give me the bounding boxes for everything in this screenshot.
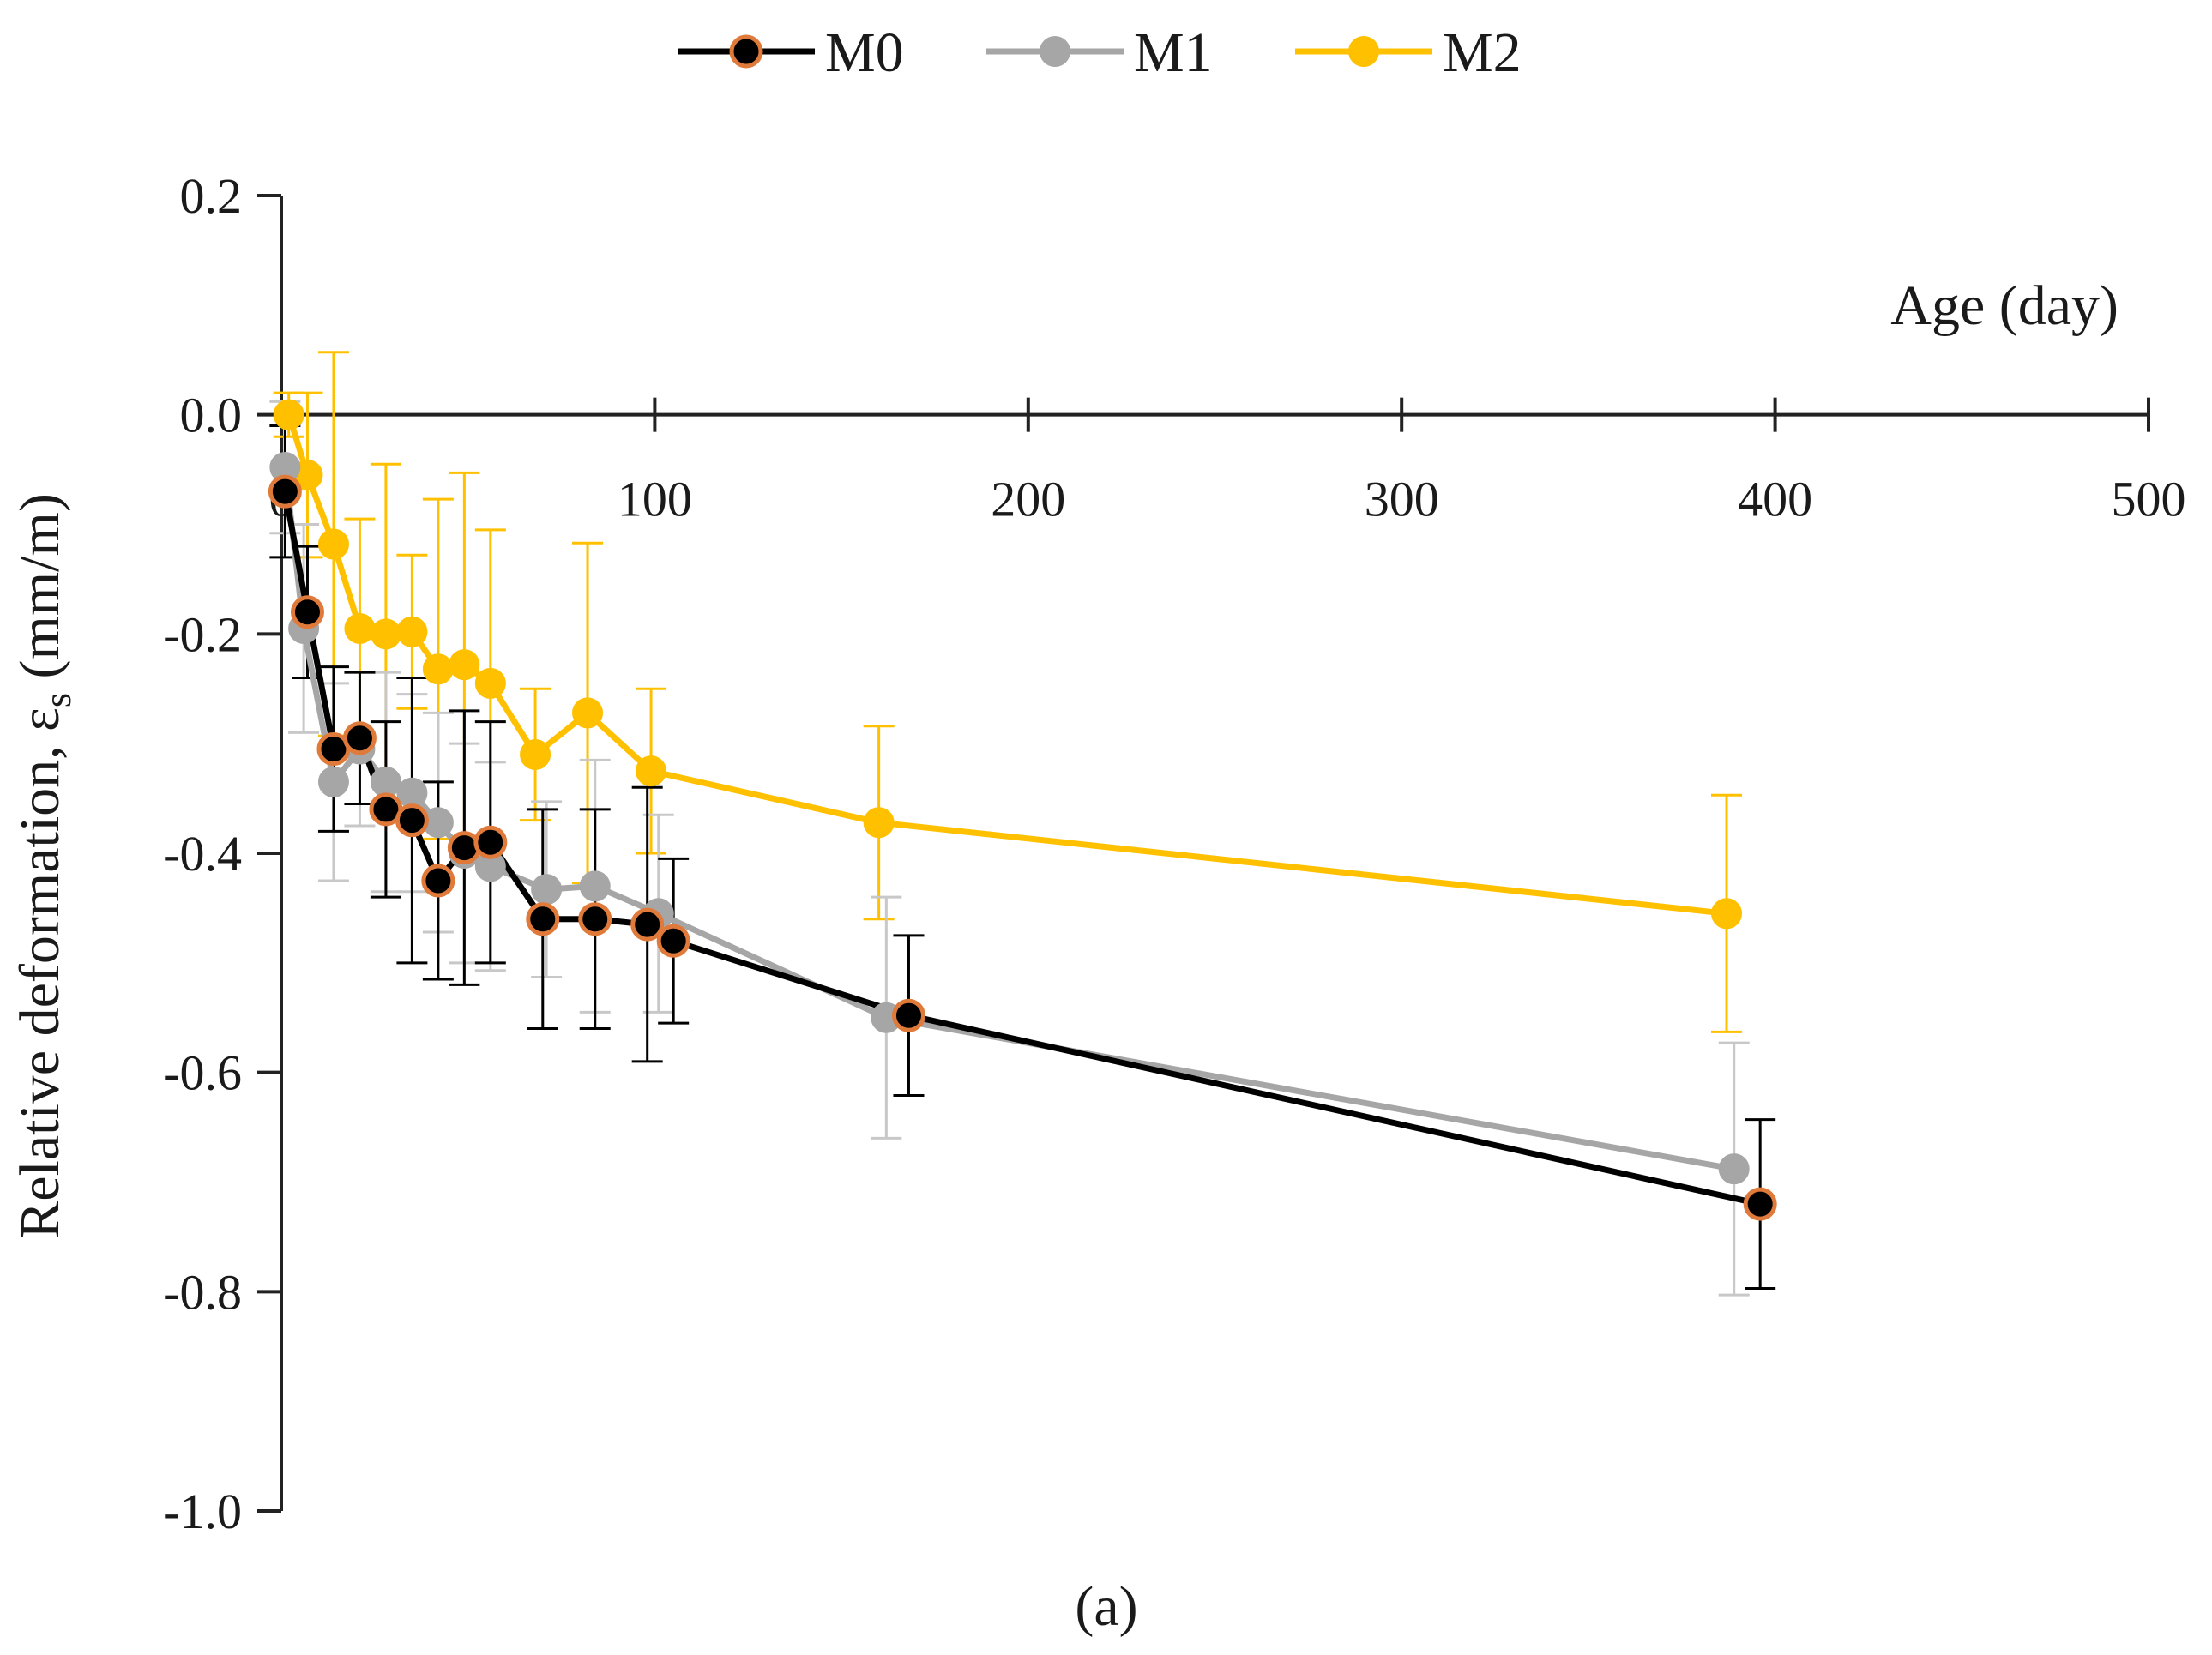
point-M2	[422, 653, 454, 685]
point-M0	[526, 902, 560, 936]
point-M0	[342, 721, 377, 755]
series-line-M0	[281, 490, 1761, 1207]
point-M0	[421, 864, 455, 898]
y-tick-label: -0.8	[163, 1264, 242, 1320]
y-tick-label: -1.0	[163, 1483, 242, 1539]
point-M0	[1743, 1187, 1777, 1221]
x-tick-label: 300	[1365, 472, 1439, 527]
point-M1	[531, 874, 563, 906]
point-M1	[396, 777, 428, 809]
point-M2	[317, 528, 349, 560]
y-axis-title: Relative deformation, εs (mm/m)	[9, 493, 79, 1239]
x-tick-label: 200	[991, 472, 1065, 527]
point-M0	[395, 803, 429, 838]
point-M2	[863, 807, 895, 839]
point-M0	[578, 902, 612, 936]
point-M2	[344, 612, 376, 644]
point-M0	[891, 998, 925, 1032]
point-M2	[370, 618, 401, 650]
legend-marker-M0	[729, 34, 763, 69]
axes: 0.20.0-0.2-0.4-0.6-0.8-1.0 0100200300400…	[163, 168, 2185, 1539]
legend: M0 M1 M2	[678, 21, 1522, 84]
y-tick-label: 0.0	[180, 388, 243, 443]
y-tick-label: 0.2	[180, 168, 243, 224]
point-M2	[572, 697, 604, 729]
point-M1	[579, 870, 611, 902]
point-M2	[449, 649, 480, 681]
series-line-M1	[281, 466, 1735, 1172]
point-M2	[396, 616, 428, 647]
series-lines	[281, 413, 1761, 1207]
point-M2	[636, 755, 667, 787]
point-M1	[370, 766, 401, 797]
point-M1	[317, 766, 349, 797]
markers	[268, 399, 1777, 1221]
figure-caption: (a)	[1075, 1575, 1137, 1638]
legend-marker-M2	[1348, 36, 1379, 67]
point-M2	[273, 399, 304, 430]
point-M0	[656, 924, 690, 958]
point-M0	[290, 595, 324, 629]
legend-item-M0: M0	[678, 21, 904, 84]
legend-label-M0: M0	[825, 21, 904, 84]
y-axis-title-subscript: s	[37, 693, 79, 707]
y-ticks: 0.2 0.0 -0.2 -0.4 -0.6 -0.8 -1.0	[163, 168, 281, 1539]
legend-item-M2: M2	[1295, 21, 1522, 84]
x-tick-label: 400	[1738, 472, 1812, 527]
legend-label-M2: M2	[1443, 21, 1522, 84]
point-M2	[474, 667, 506, 699]
point-M1	[1718, 1153, 1750, 1185]
y-axis-title-unit: (mm/m)	[9, 493, 71, 693]
y-tick-label: -0.6	[163, 1045, 242, 1101]
legend-marker-M1	[1040, 36, 1070, 67]
legend-item-M1: M1	[986, 21, 1213, 84]
point-M2	[520, 738, 551, 770]
point-M0	[630, 907, 665, 942]
x-tick-label: 100	[618, 472, 692, 527]
x-tick-label: 500	[2112, 472, 2186, 527]
point-M0	[473, 825, 508, 859]
x-axis-title: Age (day)	[1890, 274, 2119, 337]
point-M0	[268, 474, 302, 509]
y-axis-title-main: Relative deformation, ε	[9, 707, 71, 1239]
legend-label-M1: M1	[1134, 21, 1213, 84]
point-M2	[1710, 898, 1742, 930]
y-tick-label: -0.2	[163, 606, 242, 662]
y-tick-label: -0.4	[163, 826, 242, 882]
